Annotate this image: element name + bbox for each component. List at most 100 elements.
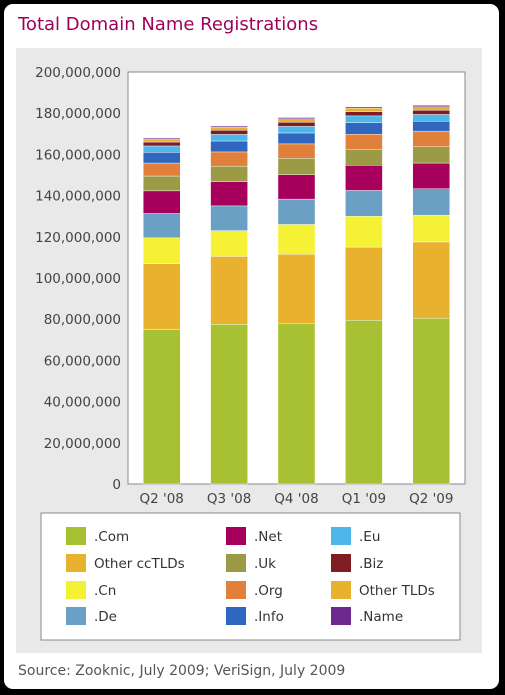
bar-segment <box>412 110 450 115</box>
bar-segment <box>210 205 248 231</box>
bar-segment <box>412 105 450 108</box>
legend-label: .Com <box>94 529 129 545</box>
bar-segment <box>345 320 383 485</box>
bar-segment <box>210 230 248 257</box>
bar-segment <box>277 198 316 225</box>
legend-swatch <box>331 527 351 545</box>
bar-segment <box>412 121 450 132</box>
bar-segment <box>345 106 383 109</box>
chart-title: Total Domain Name Registrations <box>18 14 319 35</box>
bar-segment <box>142 190 181 214</box>
bar-segment <box>345 149 383 166</box>
bar-segment <box>412 214 450 243</box>
bar-segment <box>142 263 181 330</box>
bar-segment <box>345 165 383 191</box>
x-tick-label: Q3 '08 <box>207 491 251 507</box>
legend-swatch <box>331 607 351 625</box>
bar-segment <box>210 126 248 131</box>
legend-label: .Biz <box>359 556 383 572</box>
bar-segment <box>277 174 316 200</box>
bar-segment <box>142 329 181 485</box>
bar-segment <box>277 158 316 175</box>
bar-segment <box>142 141 181 147</box>
y-tick-label: 200,000,000 <box>35 65 121 81</box>
legend-swatch <box>226 581 246 599</box>
bar-segment <box>210 125 248 128</box>
legend-label: Other TLDs <box>359 583 435 599</box>
bar-segment <box>345 115 383 123</box>
legend-label: .Eu <box>359 529 380 545</box>
bar-segment <box>345 190 383 217</box>
bar-segment <box>210 165 248 182</box>
bar-segment <box>210 130 248 135</box>
y-tick-label: 0 <box>112 477 121 493</box>
legend-label: .Cn <box>94 583 116 599</box>
y-tick-label: 40,000,000 <box>44 395 121 411</box>
chart-card: Total Domain Name Registrations 0 20,000,… <box>4 4 499 689</box>
bar-segment <box>412 106 450 111</box>
x-tick-label: Q1 '09 <box>342 491 386 507</box>
bar-segment <box>142 138 181 143</box>
bar-segment <box>345 108 383 112</box>
legend-swatch <box>226 527 246 545</box>
bar-segment <box>412 146 450 164</box>
y-tick-label: 180,000,000 <box>35 106 121 122</box>
legend-swatch <box>66 554 86 572</box>
bar-segment <box>277 117 316 119</box>
bar-segment <box>277 132 316 145</box>
y-tick-label: 20,000,000 <box>44 436 121 452</box>
x-tick-label: Q2 '09 <box>409 491 453 507</box>
bar-segment <box>142 145 181 153</box>
bar-segment <box>277 224 316 255</box>
bar-segment <box>277 143 316 159</box>
bar-segment <box>412 241 450 319</box>
y-tick-label: 160,000,000 <box>35 147 121 163</box>
y-tick-label: 100,000,000 <box>35 271 121 287</box>
bar-segment <box>277 323 316 485</box>
legend-box <box>40 512 461 641</box>
bar-segment <box>277 122 316 127</box>
bar-segment <box>412 317 450 485</box>
legend-label: .Info <box>254 609 284 625</box>
bar-segment <box>412 188 450 216</box>
bar-segment <box>412 130 450 147</box>
bar-segment <box>210 134 248 142</box>
bar-segment <box>210 181 248 207</box>
bar-segment <box>345 111 383 117</box>
source-note: Source: Zooknic, July 2009; VeriSign, Ju… <box>18 663 346 679</box>
bar-segment <box>210 140 248 153</box>
bar-segment <box>142 152 181 164</box>
bar-segment <box>210 151 248 167</box>
bar-segment <box>345 134 383 150</box>
x-tick-label: Q2 '08 <box>139 491 183 507</box>
legend-label: .Name <box>359 609 403 625</box>
legend-swatch <box>226 554 246 572</box>
bar-segment <box>412 114 450 122</box>
y-tick-label: 140,000,000 <box>35 189 121 205</box>
bar-segment <box>345 246 383 321</box>
bar-segment <box>345 122 383 135</box>
bar-segment <box>277 254 316 324</box>
legend-swatch <box>226 607 246 625</box>
legend-swatch <box>331 554 351 572</box>
legend-label: .Net <box>254 529 282 545</box>
bar-segment <box>142 213 181 239</box>
legend-label: .De <box>94 609 117 625</box>
legend-label: .Org <box>254 583 283 599</box>
legend-label: .Uk <box>254 556 276 572</box>
legend-swatch <box>66 527 86 545</box>
bar-segment <box>277 118 316 123</box>
stacked-bar-chart: 0 20,000,000 40,000,000 60,000,000 80,000,00… <box>35 65 466 641</box>
x-tick-label: Q4 '08 <box>274 491 318 507</box>
bar-segment <box>142 175 181 192</box>
legend-swatch <box>66 581 86 599</box>
legend-label: Other ccTLDs <box>94 556 185 572</box>
y-tick-label: 80,000,000 <box>44 312 121 328</box>
bar-segment <box>210 324 248 485</box>
legend-swatch <box>331 581 351 599</box>
bar-segment <box>142 162 181 177</box>
legend-swatch <box>66 607 86 625</box>
y-tick-label: 120,000,000 <box>35 230 121 246</box>
bar-segment <box>210 256 248 325</box>
bar-segment <box>277 126 316 134</box>
